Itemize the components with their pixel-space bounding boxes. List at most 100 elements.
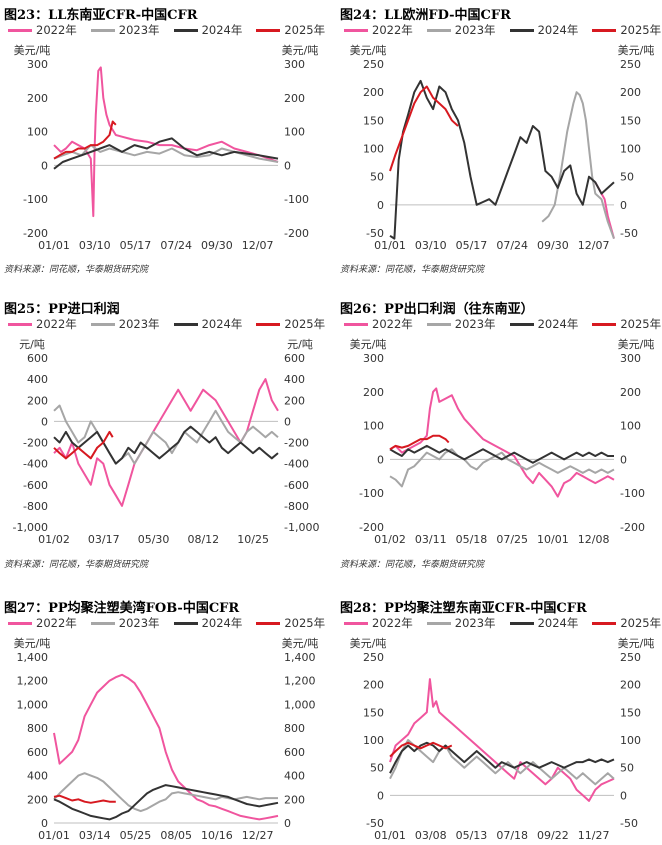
x-tick-label: 10/16: [201, 829, 233, 842]
legend-label: 2025年: [284, 616, 326, 630]
legend-label: 2024年: [537, 23, 579, 37]
y-tick-label: 0: [284, 159, 291, 172]
legend-swatch: [256, 28, 281, 32]
series-line: [53, 673, 279, 821]
legend-item: 2025年: [256, 316, 325, 332]
legend-swatch: [8, 322, 32, 326]
y-tick-label: 200: [620, 679, 641, 692]
series-line: [389, 434, 450, 451]
legend-label: 2022年: [36, 23, 77, 37]
chart-legend: 2022年 2023年 2024年 2025年: [8, 22, 325, 38]
legend-label: 2023年: [118, 616, 160, 630]
y-tick-label: -200: [359, 521, 384, 534]
legend-label: 2022年: [36, 317, 77, 331]
x-tick-label: 01/02: [38, 533, 70, 546]
legend-item: 2022年: [8, 615, 77, 631]
x-tick-label: 01/01: [374, 239, 406, 252]
y-tick-label: 50: [620, 171, 634, 184]
source-note: 资料来源：同花顺，华泰期货研究院: [340, 265, 485, 275]
x-tick-label: 12/07: [242, 239, 274, 252]
unit-label-right: 美元/吨: [282, 637, 319, 650]
legend-swatch: [173, 322, 198, 326]
y-tick-label: -200: [23, 437, 48, 450]
series-line: [389, 448, 615, 488]
legend-label: 2022年: [372, 616, 413, 630]
chart-legend: 2022年 2023年 2024年 2025年: [344, 316, 661, 332]
legend-label: 2024年: [537, 616, 579, 630]
series-line: [389, 85, 459, 172]
legend-item: 2022年: [344, 22, 413, 38]
legend-item: 2024年: [173, 316, 242, 332]
x-tick-label: 12/07: [578, 239, 610, 252]
legend-swatch: [509, 621, 534, 625]
series-line: [53, 66, 279, 218]
y-tick-label: 600: [284, 746, 305, 759]
legend-item: 2024年: [509, 615, 579, 631]
y-tick-label: 200: [27, 92, 48, 105]
y-tick-label: 400: [27, 770, 48, 783]
series-line: [389, 741, 453, 758]
chart-title: 图23：LL东南亚CFR-中国CFR: [4, 8, 198, 23]
unit-label-left: 美元/吨: [350, 637, 387, 650]
y-tick-label: 1,000: [17, 698, 49, 711]
y-tick-label: 1,200: [284, 675, 316, 688]
series-line: [53, 784, 279, 821]
series-line: [53, 144, 279, 163]
unit-label-left: 元/吨: [19, 338, 45, 351]
source-note: 资料来源：同花顺，华泰期货研究院: [4, 265, 149, 275]
y-tick-label: 100: [620, 420, 641, 433]
y-tick-label: 1,000: [284, 698, 316, 711]
y-tick-label: 100: [284, 126, 305, 139]
legend-swatch: [256, 322, 281, 326]
x-tick-label: 03/11: [415, 533, 447, 546]
chart-title: 图25：PP进口利润: [4, 302, 120, 317]
legend-label: 2022年: [36, 616, 77, 630]
y-tick-label: -600: [23, 479, 48, 492]
y-tick-label: 100: [363, 734, 384, 747]
legend-item: 2025年: [592, 615, 661, 631]
y-tick-label: 100: [620, 734, 641, 747]
y-tick-label: 100: [620, 143, 641, 156]
legend-item: 2022年: [8, 316, 77, 332]
x-tick-label: 03/08: [415, 829, 447, 842]
unit-label-left: 美元/吨: [14, 44, 51, 57]
y-tick-label: -100: [284, 193, 309, 206]
y-tick-label: -200: [284, 437, 309, 450]
series-line: [53, 430, 114, 460]
legend-item: 2022年: [344, 615, 413, 631]
x-tick-label: 03/10: [415, 239, 447, 252]
y-tick-label: -50: [366, 227, 384, 240]
x-tick-label: 07/24: [160, 239, 192, 252]
x-tick-label: 08/05: [160, 829, 192, 842]
legend-label: 2025年: [620, 616, 662, 630]
y-tick-label: 200: [363, 679, 384, 692]
y-tick-label: 200: [620, 386, 641, 399]
x-tick-label: 09/30: [537, 239, 569, 252]
chart-panel: 图23：LL东南亚CFR-中国CFR 2022年 2023年 2024年 2025年 …: [4, 4, 326, 276]
y-tick-label: -800: [284, 500, 309, 513]
y-tick-label: 600: [27, 352, 48, 365]
chart-plot: 美元/吨 美元/吨 -50 -50 0 0 50 50 100 100 150 150 200 200 25…: [350, 637, 655, 842]
y-tick-label: 1,400: [284, 651, 316, 664]
chart-plot: 美元/吨 美元/吨 -200 -200 -100 -100 0 0 100 100 200 200 30…: [350, 338, 655, 546]
series-line: [53, 425, 279, 465]
chart-plot: 美元/吨 美元/吨 -50 -50 0 0 50 50 100 100 150 150 200 200 25…: [350, 44, 655, 252]
legend-item: 2025年: [256, 22, 325, 38]
legend-swatch: [426, 322, 451, 326]
y-tick-label: 100: [363, 143, 384, 156]
legend-swatch: [426, 28, 451, 32]
x-tick-label: 05/13: [456, 829, 488, 842]
legend-item: 2024年: [509, 22, 579, 38]
y-tick-label: -50: [620, 227, 638, 240]
chart-plot: 美元/吨 美元/吨 -200 -200 -100 -100 0 0 100 100 200 200 30…: [14, 44, 319, 252]
series-line: [389, 387, 615, 498]
legend-item: 2025年: [592, 316, 661, 332]
series-line: [389, 444, 614, 464]
series-line: [389, 678, 615, 802]
y-tick-label: 250: [620, 651, 641, 664]
legend-label: 2023年: [454, 317, 496, 331]
legend-swatch: [90, 621, 115, 625]
y-tick-label: 800: [27, 722, 48, 735]
x-tick-label: 01/01: [374, 829, 406, 842]
y-tick-label: 150: [363, 706, 384, 719]
